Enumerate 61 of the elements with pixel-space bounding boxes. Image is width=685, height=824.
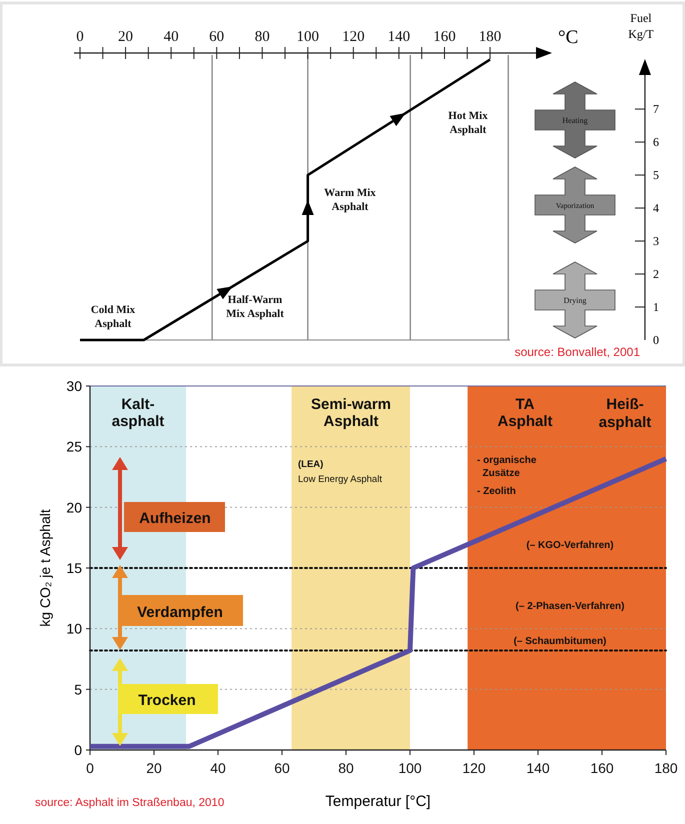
x-tick-label: 100 bbox=[398, 760, 422, 776]
y-tick-label: 6 bbox=[652, 135, 659, 150]
x-tick-label: 180 bbox=[478, 29, 502, 45]
x-tick-label: 20 bbox=[118, 29, 134, 45]
x-tick-label: 140 bbox=[388, 29, 410, 45]
x-tick-label: 80 bbox=[338, 760, 354, 776]
line-series bbox=[78, 58, 492, 342]
y-tick-label: 0 bbox=[652, 333, 659, 347]
y-tick-label: 3 bbox=[652, 234, 659, 248]
annotation: Half-Warm Mix Asphalt bbox=[226, 294, 284, 320]
annotation: Low Energy Asphalt bbox=[298, 474, 382, 485]
x-tick-label: 160 bbox=[590, 760, 614, 776]
y-tick-label: 4 bbox=[652, 201, 659, 216]
y-tick-label: 15 bbox=[66, 560, 82, 576]
source-note: source: Asphalt im Straßenbau, 2010 bbox=[35, 797, 224, 809]
x-tick-label: 120 bbox=[342, 29, 365, 45]
annotation: Drying bbox=[564, 296, 586, 305]
annotation: (– KGO-Verfahren) bbox=[526, 540, 614, 551]
y-tick-label: 0 bbox=[74, 742, 82, 758]
x-tick-label: 60 bbox=[209, 29, 224, 45]
x-tick-label: 180 bbox=[654, 760, 678, 776]
annotation: Aufheizen bbox=[139, 510, 211, 527]
y-tick-label: 20 bbox=[66, 499, 82, 516]
x-tick-label: 160 bbox=[433, 29, 456, 45]
annotation: - Zeolith bbox=[477, 486, 516, 497]
band-label: Semi-warm Asphalt bbox=[310, 396, 392, 430]
annotation: (LEA) bbox=[298, 459, 324, 470]
annotation: Trocken bbox=[138, 692, 196, 709]
x-axis-title: Temperatur [°C] bbox=[325, 793, 431, 810]
y-tick-label: 10 bbox=[66, 620, 82, 637]
annotation: (– Schaumbitumen) bbox=[514, 636, 606, 647]
x-tick-label: 80 bbox=[254, 29, 270, 45]
band-label: Kalt- asphalt bbox=[112, 396, 164, 430]
y-tick-label: 5 bbox=[652, 168, 659, 182]
band-label: TA Asphalt bbox=[497, 396, 553, 430]
y-tick-label: 1 bbox=[652, 300, 659, 314]
y-tick-label: 25 bbox=[66, 438, 82, 455]
y-axis-title: Fuel Kg/T bbox=[628, 11, 654, 41]
annotation: (– 2-Phasen-Verfahren) bbox=[516, 601, 624, 612]
y-tick-label: 30 bbox=[66, 378, 82, 394]
x-tick-label: 60 bbox=[274, 760, 290, 776]
annotation: Hot Mix Asphalt bbox=[448, 110, 488, 136]
x-tick-label: 120 bbox=[462, 760, 486, 776]
x-tick-label: 100 bbox=[296, 29, 320, 45]
annotation: - organische Zusätze bbox=[477, 455, 537, 479]
source-note: source: Bonvallet, 2001 bbox=[514, 345, 640, 359]
annotation: Heiß- asphalt bbox=[598, 396, 652, 431]
y-axis-title: kg CO₂ je t Asphalt bbox=[37, 509, 53, 627]
annotation: Warm Mix Asphalt bbox=[324, 187, 376, 213]
x-tick-label: 20 bbox=[146, 760, 162, 776]
x-tick-label: 140 bbox=[526, 760, 550, 776]
annotation: Heating bbox=[562, 116, 588, 125]
x-tick-label: 0 bbox=[86, 760, 94, 776]
annotation: Cold Mix Asphalt bbox=[90, 304, 136, 330]
y-tick-label: 2 bbox=[652, 267, 659, 282]
y-tick-label: 7 bbox=[652, 102, 659, 116]
annotation: Verdampfen bbox=[137, 604, 223, 621]
y-tick-label: 5 bbox=[74, 681, 82, 698]
x-tick-label: 40 bbox=[210, 760, 226, 776]
x-tick-label: 40 bbox=[164, 29, 179, 45]
x-axis-title: °C bbox=[558, 27, 578, 48]
